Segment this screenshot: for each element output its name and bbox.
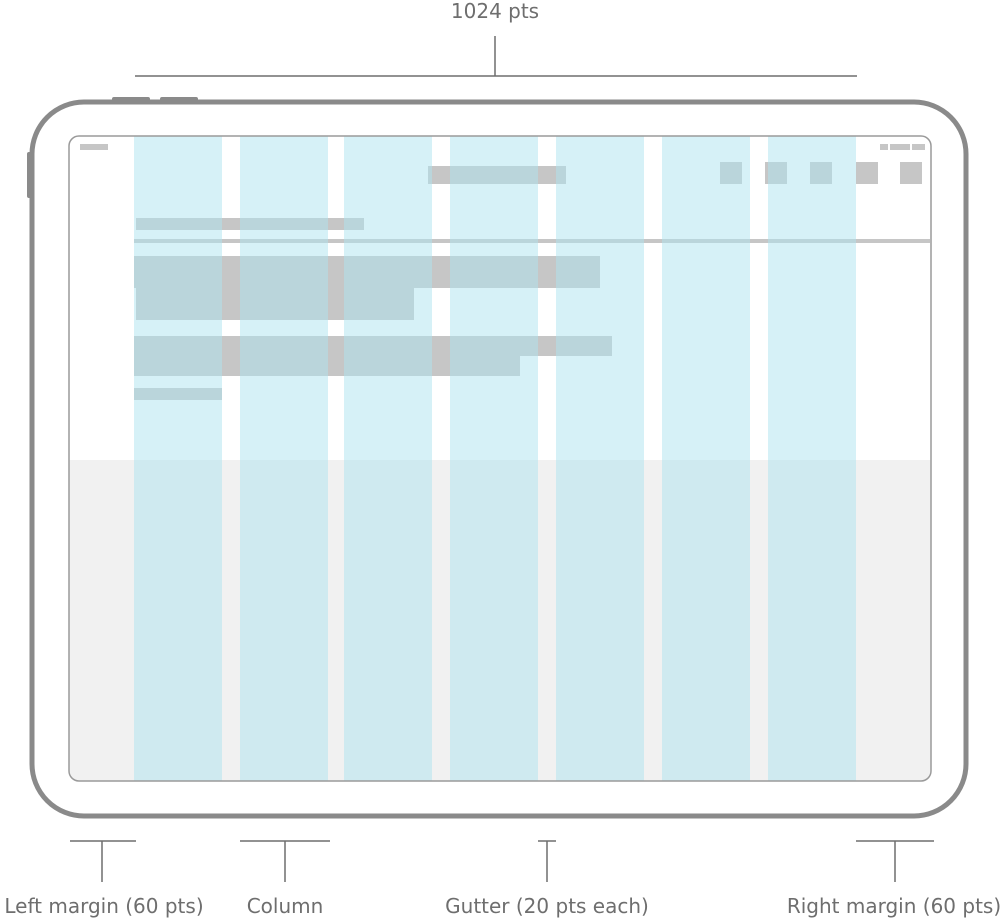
left-margin-bracket — [70, 840, 136, 882]
width-bracket — [135, 36, 857, 77]
screen-border — [68, 135, 932, 782]
right-margin-bracket — [856, 840, 934, 882]
annotation-label: Left margin (60 pts) — [4, 894, 203, 918]
columns — [134, 136, 856, 781]
width-label: 1024 pts — [451, 0, 539, 23]
annotation-label: Column — [247, 894, 324, 918]
annotation-label: Gutter (20 pts each) — [445, 894, 649, 918]
gutter-bracket — [538, 840, 556, 882]
column-bracket — [240, 840, 330, 882]
annotation-label: Right margin (60 pts) — [787, 894, 1001, 918]
